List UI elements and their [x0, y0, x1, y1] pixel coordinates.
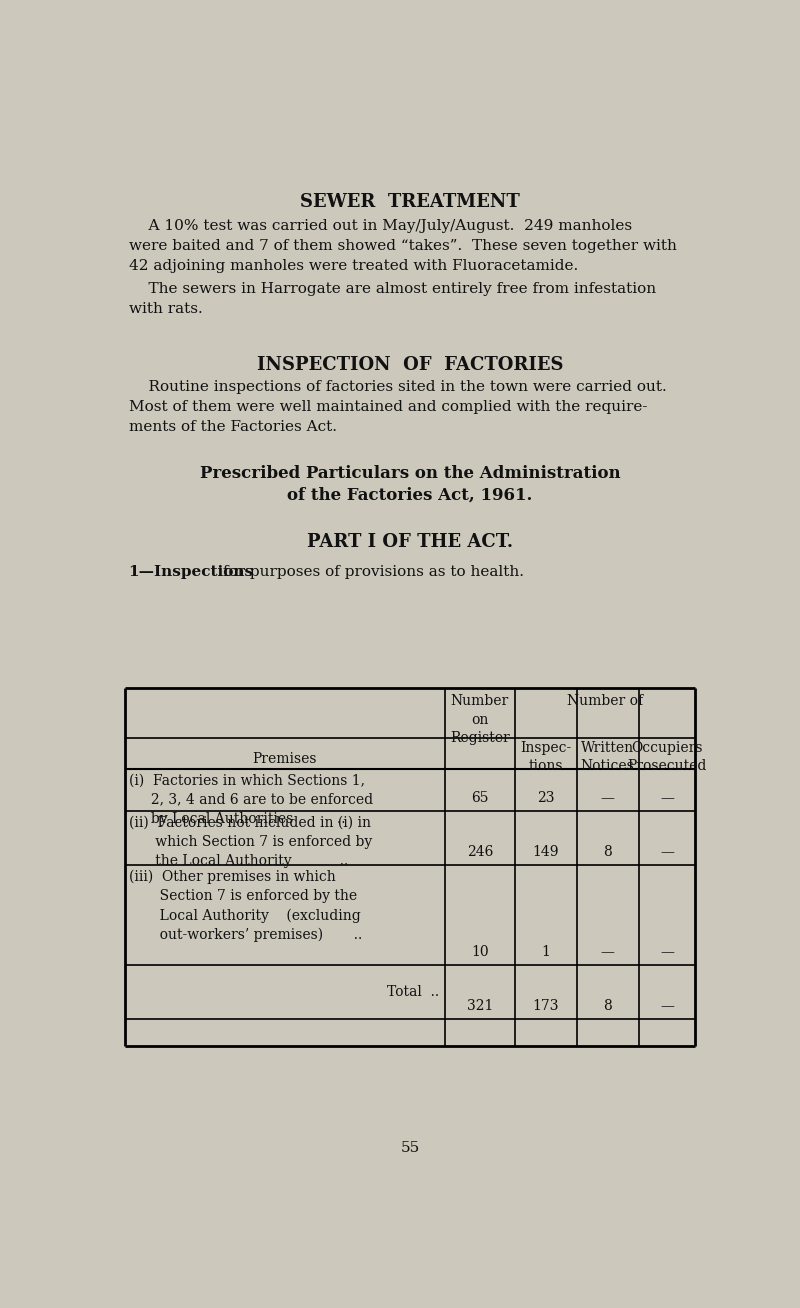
Text: PART I OF THE ACT.: PART I OF THE ACT. [307, 532, 513, 551]
Text: (i)  Factories in which Sections 1,
     2, 3, 4 and 6 are to be enforced
     b: (i) Factories in which Sections 1, 2, 3,… [130, 774, 374, 825]
Text: —: — [660, 791, 674, 806]
Text: Total  ..: Total .. [386, 985, 438, 999]
Text: (ii)  Factories not included in (i) in
      which Section 7 is enforced by
    : (ii) Factories not included in (i) in wh… [130, 816, 373, 869]
Text: 8: 8 [603, 845, 612, 859]
Text: SEWER  TREATMENT: SEWER TREATMENT [300, 194, 520, 211]
Text: Occupiers
Prosecuted: Occupiers Prosecuted [627, 742, 706, 773]
Text: —: — [660, 946, 674, 959]
Text: (iii)  Other premises in which
       Section 7 is enforced by the
       Local : (iii) Other premises in which Section 7 … [130, 870, 362, 942]
Text: 321: 321 [466, 999, 493, 1014]
Text: Prescribed Particulars on the Administration: Prescribed Particulars on the Administra… [200, 464, 620, 481]
Text: Number of: Number of [567, 695, 643, 709]
Text: Premises: Premises [253, 752, 317, 766]
Text: The sewers in Harrogate are almost entirely free from infestation
with rats.: The sewers in Harrogate are almost entir… [129, 281, 656, 315]
Text: —: — [601, 791, 614, 806]
Text: 55: 55 [400, 1141, 420, 1155]
Text: 173: 173 [532, 999, 559, 1014]
Text: A 10% test was carried out in May/July/August.  249 manholes
were baited and 7 o: A 10% test was carried out in May/July/A… [129, 218, 677, 272]
Text: —: — [660, 999, 674, 1014]
Text: —: — [660, 845, 674, 859]
Text: 8: 8 [603, 999, 612, 1014]
Text: 1: 1 [541, 946, 550, 959]
Text: Number
on
Register: Number on Register [450, 695, 510, 746]
Text: —: — [601, 946, 614, 959]
Text: 10: 10 [471, 946, 489, 959]
Text: 65: 65 [471, 791, 489, 806]
Text: 1—Inspections: 1—Inspections [129, 565, 254, 579]
Text: 149: 149 [532, 845, 559, 859]
Text: Written
Notices: Written Notices [581, 742, 634, 773]
Text: 23: 23 [537, 791, 554, 806]
Text: 246: 246 [466, 845, 493, 859]
Text: for purposes of provisions as to health.: for purposes of provisions as to health. [218, 565, 524, 579]
Text: Inspec-
tions: Inspec- tions [520, 742, 571, 773]
Text: INSPECTION  OF  FACTORIES: INSPECTION OF FACTORIES [257, 356, 563, 374]
Text: Routine inspections of factories sited in the town were carried out.
Most of the: Routine inspections of factories sited i… [129, 381, 666, 434]
Text: of the Factories Act, 1961.: of the Factories Act, 1961. [287, 487, 533, 504]
